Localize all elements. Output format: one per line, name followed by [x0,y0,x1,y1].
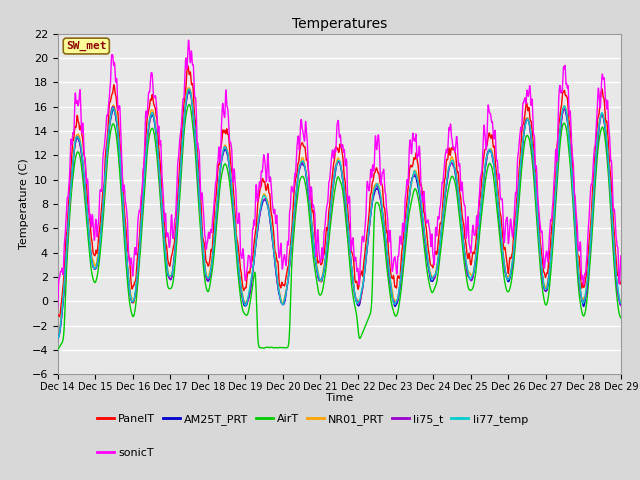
Text: SW_met: SW_met [66,41,106,51]
li77_temp [185,86,193,92]
li75_t [356,300,364,306]
PanelT [356,274,364,280]
Line: AirT: AirT [58,105,621,349]
NR01_PRT [583,280,591,286]
li77_temp [211,225,219,230]
AM25T_PRT [368,203,376,208]
sonicT [368,173,376,179]
AM25T_PRT [211,229,219,235]
PanelT [369,180,376,186]
Title: Temperatures: Temperatures [292,17,387,31]
li75_t [54,336,61,342]
Line: AM25T_PRT: AM25T_PRT [58,91,621,338]
AirT [568,175,575,180]
li75_t [368,201,376,207]
sonicT [185,37,193,43]
Line: li75_t: li75_t [58,90,621,339]
NR01_PRT [185,85,193,91]
NR01_PRT [54,335,61,341]
NR01_PRT [368,197,376,203]
li77_temp [583,281,591,287]
AirT [503,288,511,294]
sonicT [503,214,511,220]
Line: PanelT: PanelT [58,66,621,317]
sonicT [617,253,625,259]
li77_temp [568,162,575,168]
AM25T_PRT [356,301,364,307]
Y-axis label: Temperature (C): Temperature (C) [19,158,29,250]
PanelT [184,63,191,69]
li77_temp [54,336,61,342]
AM25T_PRT [503,276,511,282]
sonicT [583,253,591,259]
AirT [368,294,376,300]
PanelT [568,144,575,150]
X-axis label: Time: Time [326,394,353,403]
li75_t [211,227,219,233]
AM25T_PRT [54,335,61,341]
NR01_PRT [503,273,511,279]
PanelT [504,263,511,268]
AirT [583,298,591,303]
PanelT [617,281,625,287]
AM25T_PRT [185,88,193,94]
sonicT [211,190,219,195]
li75_t [568,162,575,168]
sonicT [54,306,61,312]
NR01_PRT [211,225,219,231]
li75_t [583,287,591,293]
li77_temp [503,276,511,282]
li77_temp [368,200,376,205]
AM25T_PRT [583,286,591,291]
AirT [185,102,193,108]
li77_temp [617,300,625,306]
PanelT [54,312,61,318]
li75_t [503,276,511,281]
Line: sonicT: sonicT [58,40,621,309]
AM25T_PRT [617,302,625,308]
NR01_PRT [568,160,575,166]
li75_t [617,302,625,308]
sonicT [568,131,575,137]
sonicT [356,276,364,282]
AirT [617,315,625,321]
AirT [356,336,364,341]
Line: NR01_PRT: NR01_PRT [58,88,621,338]
AirT [54,346,61,352]
PanelT [211,198,219,204]
li77_temp [356,297,364,303]
Line: li77_temp: li77_temp [58,89,621,339]
li75_t [186,87,193,93]
NR01_PRT [617,298,625,303]
AM25T_PRT [568,163,575,168]
Legend: sonicT: sonicT [97,448,154,458]
PanelT [56,314,63,320]
NR01_PRT [356,299,364,304]
AirT [211,242,219,248]
PanelT [583,263,591,268]
